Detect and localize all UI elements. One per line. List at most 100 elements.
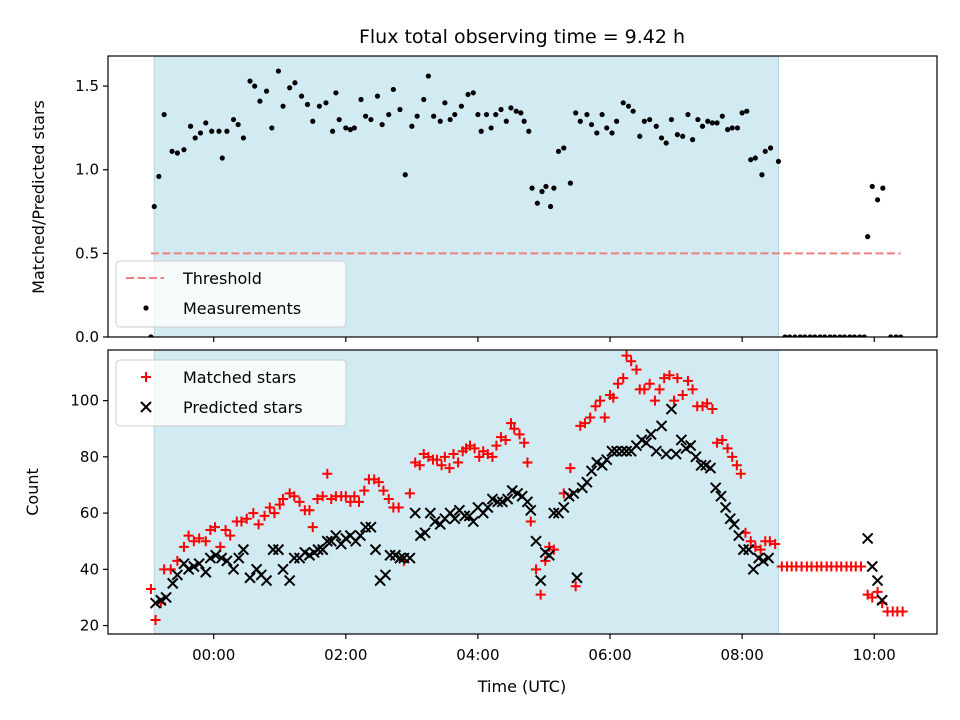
matched-stars-point [307, 522, 318, 533]
matched-stars-point [431, 454, 442, 465]
matched-stars-point [727, 451, 738, 462]
predicted-stars-point [747, 563, 760, 576]
measurements-point [547, 203, 554, 210]
measurements-point [513, 108, 519, 114]
measurements-point [518, 110, 524, 116]
measurements-point [787, 334, 793, 337]
measurements-point [775, 158, 782, 164]
predicted-stars-point [861, 532, 874, 545]
measurements-point [832, 334, 838, 337]
top-legend: Threshold Measurements [115, 260, 347, 328]
predicted-stars-point [155, 594, 167, 606]
measurements-point [827, 334, 833, 337]
measurements-point [641, 118, 647, 124]
measurements-point [390, 86, 396, 93]
measurements-point [219, 155, 225, 161]
measurements-point [386, 111, 392, 118]
matched-stars-point [474, 451, 485, 462]
measurements-point [637, 133, 643, 139]
predicted-stars-point [330, 529, 342, 542]
measurements-point [689, 137, 696, 143]
predicted-stars-point [244, 572, 256, 584]
measurements-point [169, 148, 175, 154]
predicted-stars-point [534, 574, 547, 587]
matched-stars-point [289, 491, 300, 502]
matched-stars-point [453, 457, 464, 468]
legend-label: Matched stars [183, 368, 296, 387]
top-axes-frame [107, 55, 938, 338]
predicted-stars-point [670, 448, 682, 460]
matched-stars-point [354, 496, 365, 507]
measurements-point [797, 334, 803, 337]
measurements-point [421, 96, 427, 103]
matched-stars-point [590, 401, 601, 412]
bottom-y-tick-label: 100 [70, 392, 99, 410]
measurements-point [402, 172, 408, 178]
matched-stars-point [548, 544, 559, 555]
predicted-stars-point [496, 496, 509, 508]
matched-stars-point [183, 530, 194, 541]
measurements-point [257, 98, 263, 104]
matched-stars-point [439, 451, 450, 462]
predicted-stars-point [675, 434, 688, 446]
measurements-point [425, 73, 431, 79]
matched-stars-point [487, 451, 498, 462]
measurements-point [431, 113, 437, 119]
matched-stars-point [312, 494, 323, 505]
predicted-stars-point [204, 552, 217, 564]
matched-stars-point [687, 384, 698, 395]
matched-stars-point [522, 457, 533, 468]
measurements-point [336, 116, 342, 123]
measurements-point [555, 148, 562, 154]
measurements-point [470, 90, 476, 96]
matched-stars-point [677, 389, 688, 400]
measurements-point [714, 120, 720, 126]
matched-stars-point [755, 544, 766, 555]
predicted-stars-point [640, 437, 653, 449]
matched-stars-point [867, 592, 878, 603]
measurements-point [551, 185, 557, 191]
measurements-point [792, 334, 798, 337]
legend-measurements-swatch [143, 305, 149, 311]
measurements-point [333, 90, 339, 96]
measurements-point [543, 183, 549, 190]
predicted-stars-point [486, 493, 499, 505]
predicted-stars-point [616, 445, 628, 457]
measurements-point [680, 133, 686, 139]
matched-stars-point [200, 536, 211, 547]
measurements-point [802, 334, 808, 337]
measurements-point [465, 91, 471, 98]
predicted-stars-point [467, 515, 479, 528]
measurements-point [762, 148, 768, 154]
matched-stars-point [349, 491, 360, 502]
matched-stars-point [770, 539, 781, 550]
x-tick-label: 04:00 [456, 646, 499, 664]
predicted-stars-point [704, 462, 717, 474]
predicted-stars-point [567, 487, 580, 500]
measurements-point [822, 334, 828, 337]
chart-title: Flux total observing time = 9.42 h [359, 26, 685, 48]
measurements-point [414, 113, 420, 119]
measurements-point [539, 188, 545, 195]
predicted-stars-point [645, 428, 657, 441]
legend-matched-swatch [141, 372, 151, 382]
measurements-point [653, 123, 659, 129]
matched-stars-point [404, 488, 415, 499]
measurements-point [658, 135, 665, 141]
matched-stars-point [220, 524, 231, 535]
matched-stars-point [525, 516, 536, 527]
matched-stars-point [897, 606, 908, 617]
matched-stars-point [393, 502, 404, 513]
matched-stars-point [414, 460, 425, 471]
predicted-stars-point [728, 518, 740, 531]
top-y-tick-label: 0.5 [75, 244, 99, 262]
measurements-point [668, 116, 675, 123]
measurements-point [584, 111, 590, 118]
predicted-stars-point [690, 451, 702, 463]
measurements-point [620, 100, 626, 106]
measurements-point [529, 185, 535, 191]
measurements-point [599, 111, 605, 118]
matched-stars-point [644, 378, 655, 389]
measurements-point [458, 103, 464, 109]
